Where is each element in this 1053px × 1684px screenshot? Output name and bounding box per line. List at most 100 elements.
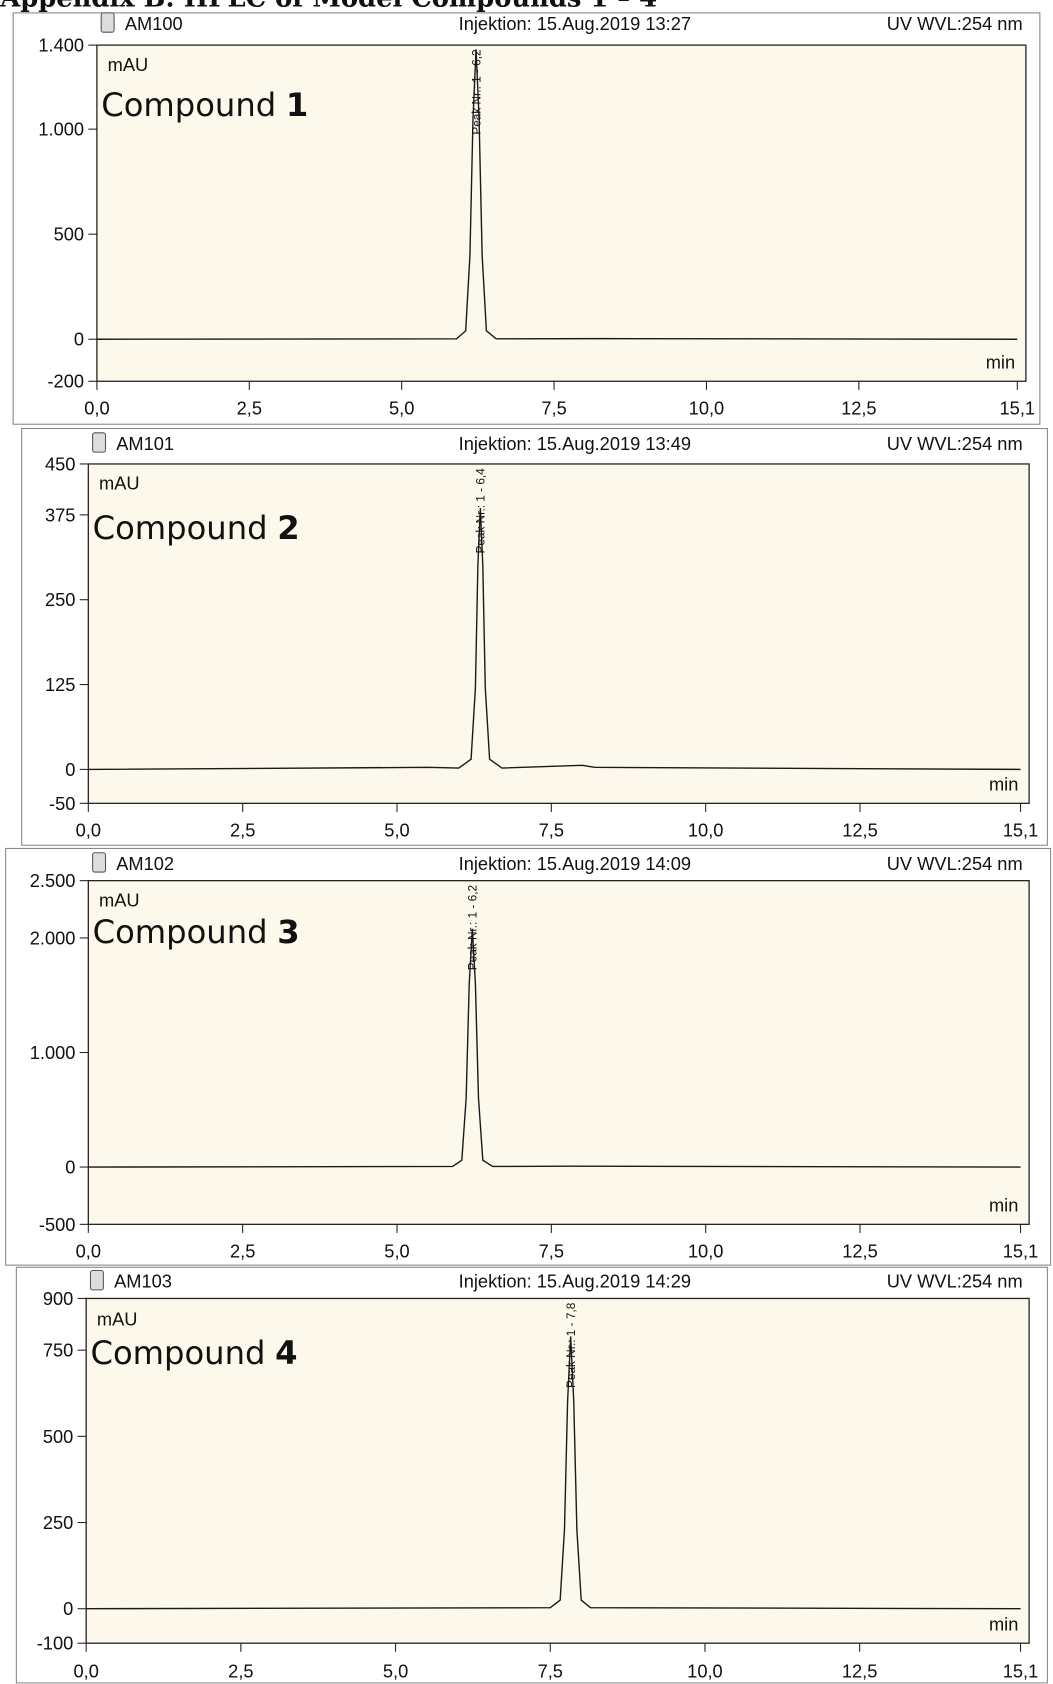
detector-info: UV WVL:254 nm [887,433,1023,454]
panel-frame [12,12,1041,425]
compound-number: 1 [286,86,308,124]
y-axis-unit: mAU [97,1308,138,1329]
detector-info: UV WVL:254 nm [887,853,1023,874]
x-tick-label: 15,1 [1003,1241,1039,1262]
sample-name: AM103 [114,1271,172,1292]
y-tick-label: 1.400 [38,35,84,56]
y-tick-label: 750 [43,1340,73,1361]
compound-number: 2 [277,509,299,547]
x-tick-label: 15,1 [1003,820,1039,841]
x-axis-unit: min [986,351,1015,372]
x-tick-label: 2,5 [237,398,262,419]
chromatogram-line [88,928,1021,1168]
x-tick-label: 0,0 [73,1661,98,1682]
compound-word: Compound [90,1334,265,1372]
x-tick-label: 0,0 [84,398,109,419]
vial-icon [89,1269,104,1291]
panel-frame [21,427,1048,846]
y-tick-label: 2.000 [30,927,76,948]
y-tick-label: 2.500 [30,870,76,891]
y-tick-label: 1.000 [30,1042,76,1063]
chromatogram-line [96,49,1018,340]
peak-annotation: Peak Nr.: 1 - 6,2 [466,885,480,970]
x-tick-label: 2,5 [228,1661,253,1682]
y-axis-unit: mAU [108,54,149,75]
injection-info: Injektion: 15.Aug.2019 14:09 [459,853,691,874]
y-tick-label: -500 [39,1214,76,1235]
x-tick-label: 15,1 [1000,398,1036,419]
x-tick-label: 10,0 [689,398,725,419]
detector-info: UV WVL:254 nm [887,1271,1023,1292]
y-tick-label: 500 [54,224,84,245]
compound-word: Compound [93,913,268,951]
y-tick-label: 375 [45,504,75,525]
vial-icon [92,432,107,453]
x-tick-label: 10,0 [688,820,724,841]
y-tick-label: -50 [49,793,75,814]
compound-label: Compound 1 [101,86,308,124]
compound-number: 3 [277,913,299,951]
chromatogram-panel: AM101 Injektion: 15.Aug.2019 13:49 UV WVL:… [21,427,1048,846]
y-tick-label: 500 [43,1426,73,1447]
injection-info: Injektion: 15.Aug.2019 13:49 [459,433,691,454]
x-tick-label: 7,5 [539,820,564,841]
sample-name: AM102 [116,853,174,874]
y-tick-label: 0 [65,1157,75,1178]
panel-frame [5,847,1052,1266]
compound-label: Compound 3 [93,913,300,951]
x-tick-label: 12,5 [841,398,877,419]
panel-frame [15,1266,1048,1684]
x-tick-label: 2,5 [230,1241,255,1262]
chromatogram-panel: AM100 Injektion: 15.Aug.2019 13:27 UV WVL:… [12,12,1041,425]
vial-icon [100,12,115,33]
x-tick-label: 10,0 [687,1661,723,1682]
peak-annotation: Peak Nr.: 1 - 6,2 [469,49,483,134]
injection-info: Injektion: 15.Aug.2019 13:27 [459,13,691,34]
x-tick-label: 7,5 [538,1661,563,1682]
y-tick-label: 1.000 [38,119,84,140]
compound-word: Compound [101,86,276,124]
y-tick-label: 450 [45,453,75,474]
x-tick-label: 0,0 [76,820,101,841]
x-tick-label: 0,0 [76,1241,101,1262]
chromatogram-panel: AM102 Injektion: 15.Aug.2019 14:09 UV WVL:… [5,847,1052,1266]
x-tick-label: 5,0 [383,1661,408,1682]
y-tick-label: 0 [65,759,75,780]
sample-name: AM101 [116,433,174,454]
x-tick-label: 5,0 [384,820,409,841]
x-tick-label: 2,5 [230,820,255,841]
x-tick-label: 12,5 [842,1661,878,1682]
x-tick-label: 10,0 [688,1241,724,1262]
y-tick-label: -200 [47,371,84,392]
chromatogram-line [88,508,1021,771]
y-tick-label: 250 [45,589,75,610]
detector-info: UV WVL:254 nm [887,13,1023,34]
x-tick-label: 12,5 [842,820,878,841]
x-axis-unit: min [989,1613,1018,1634]
y-tick-label: 0 [74,329,84,350]
plot-area [96,44,1027,382]
compound-label: Compound 2 [93,509,300,547]
vial-icon [92,852,107,873]
plot-area [87,463,1030,804]
compound-label: Compound 4 [90,1334,297,1372]
compound-number: 4 [275,1334,297,1372]
peak-annotation: Peak Nr.: 1 - 6,4 [474,468,488,554]
x-tick-label: 5,0 [389,398,414,419]
plot-area [85,1297,1030,1644]
chromatogram-line [86,1336,1021,1610]
page-title: Appendix B: HPLC of Model Compounds 1 – … [0,0,657,13]
x-tick-label: 7,5 [539,1241,564,1262]
x-tick-label: 7,5 [541,398,566,419]
x-axis-unit: min [989,773,1018,794]
x-tick-label: 12,5 [842,1241,878,1262]
sample-name: AM100 [125,13,183,34]
x-tick-label: 5,0 [384,1241,409,1262]
injection-info: Injektion: 15.Aug.2019 14:29 [459,1271,691,1292]
y-tick-label: 125 [45,674,75,695]
x-axis-unit: min [989,1194,1018,1215]
y-axis-unit: mAU [99,889,140,910]
y-tick-label: 250 [43,1512,73,1533]
y-tick-label: 900 [43,1288,73,1309]
